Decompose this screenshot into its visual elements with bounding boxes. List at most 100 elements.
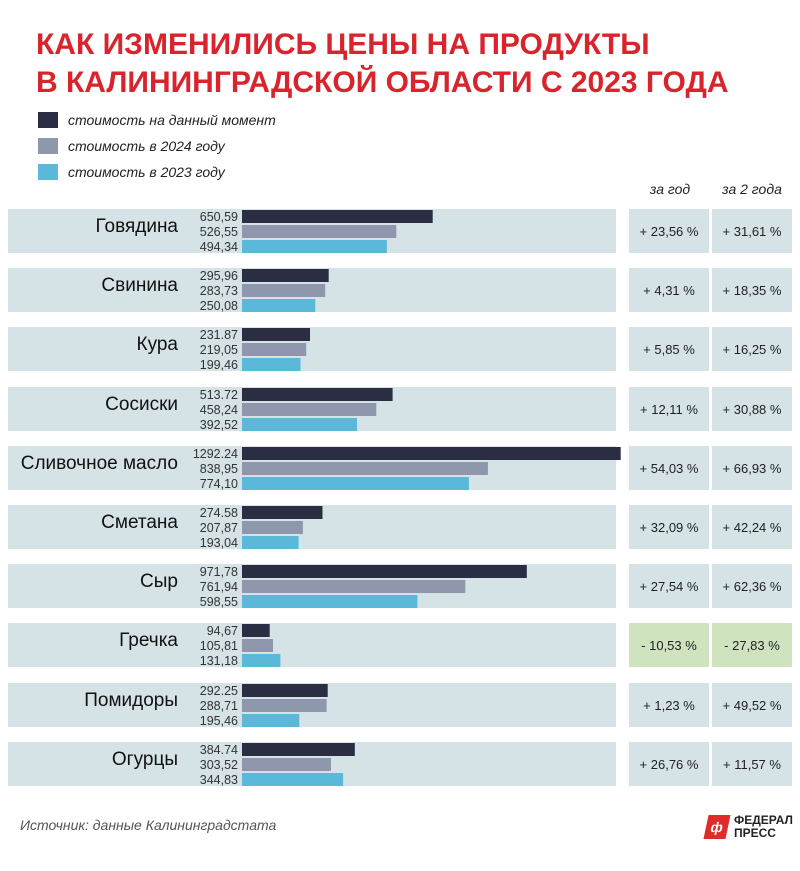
bar (242, 743, 355, 756)
data-label: 231.87 (200, 328, 238, 342)
bar (242, 595, 418, 608)
data-label: 250,08 (200, 299, 238, 313)
category-label: Говядина (95, 216, 178, 237)
data-label: 774,10 (200, 477, 238, 491)
bar (242, 403, 377, 416)
data-label: 94,67 (207, 624, 238, 638)
row-background (8, 327, 616, 371)
data-label: 288,71 (200, 699, 238, 713)
data-label: 971,78 (200, 565, 238, 579)
bar (242, 536, 299, 549)
data-label: 219,05 (200, 343, 238, 357)
data-label: 526,55 (200, 225, 238, 239)
data-label: 598,55 (200, 595, 238, 609)
data-label: 199,46 (200, 358, 238, 372)
change-year-value: + 26,76 % (629, 742, 709, 786)
bar (242, 684, 328, 697)
title-line-1: КАК ИЗМЕНИЛИСЬ ЦЕНЫ НА ПРОДУКТЫ (36, 28, 650, 61)
legend-label-2024: стоимость в 2024 году (68, 138, 225, 154)
bar (242, 328, 310, 341)
change-two-years-value: + 18,35 % (712, 268, 792, 312)
data-label: 1292.24 (193, 447, 238, 461)
category-label: Свинина (101, 275, 178, 296)
data-label: 458,24 (200, 403, 238, 417)
source-note: Источник: данные Калининградстата (20, 817, 277, 833)
change-two-years-value: + 49,52 % (712, 683, 792, 727)
legend-swatch-2023 (38, 164, 58, 180)
bar (242, 758, 331, 771)
bar (242, 699, 327, 712)
category-label: Огурцы (111, 749, 178, 770)
bar (242, 269, 329, 282)
bar (242, 773, 344, 786)
title-line-2: В КАЛИНИНГРАДСКОЙ ОБЛАСТИ С 2023 ГОДА (36, 66, 729, 99)
bar (242, 639, 273, 652)
bar (242, 580, 466, 593)
change-year-value: + 23,56 % (629, 209, 709, 253)
category-label: Сыр (140, 571, 178, 592)
category-label: Сосиски (105, 394, 178, 415)
bar (242, 210, 433, 223)
column-header-year: за год (649, 181, 691, 197)
legend-item-2024: стоимость в 2024 году (38, 133, 276, 159)
bar (242, 477, 469, 490)
logo: ф ФЕДЕРАЛ ПРЕСС (703, 814, 793, 840)
change-year-value: + 54,03 % (629, 446, 709, 490)
logo-text: ФЕДЕРАЛ ПРЕСС (734, 814, 793, 840)
bar (242, 284, 326, 297)
data-label: 283,73 (200, 284, 238, 298)
data-label: 295,96 (200, 269, 238, 283)
bar (242, 624, 270, 637)
change-two-years-value: + 11,57 % (712, 742, 792, 786)
change-two-years-value: + 62,36 % (712, 564, 792, 608)
data-label: 195,46 (200, 714, 238, 728)
change-two-years-value: + 30,88 % (712, 387, 792, 431)
legend-swatch-2024 (38, 138, 58, 154)
data-label: 207,87 (200, 521, 238, 535)
change-two-years-value: - 27,83 % (712, 623, 792, 667)
change-two-years-value: + 42,24 % (712, 505, 792, 549)
change-year-value: + 5,85 % (629, 327, 709, 371)
page-title: КАК ИЗМЕНИЛИСЬ ЦЕНЫ НА ПРОДУКТЫ В КАЛИНИ… (36, 26, 729, 102)
category-label: Помидоры (84, 690, 178, 711)
change-year-value: + 4,31 % (629, 268, 709, 312)
bar (242, 358, 301, 371)
bar (242, 654, 281, 667)
bar (242, 521, 303, 534)
category-label: Сметана (101, 512, 178, 533)
logo-line-2: ПРЕСС (734, 826, 776, 840)
data-label: 392,52 (200, 418, 238, 432)
data-label: 838,95 (200, 462, 238, 476)
bar (242, 462, 488, 475)
category-label: Кура (136, 334, 179, 355)
logo-mark: ф (703, 815, 731, 839)
data-label: 274.58 (200, 506, 238, 520)
change-two-years-value: + 31,61 % (712, 209, 792, 253)
row-background (8, 623, 616, 667)
bar (242, 447, 621, 460)
data-label: 761,94 (200, 580, 238, 594)
change-year-value: + 1,23 % (629, 683, 709, 727)
bar (242, 388, 393, 401)
category-label: Гречка (119, 630, 178, 651)
column-header-two-years: за 2 года (722, 181, 782, 197)
legend-item-2023: стоимость в 2023 году (38, 159, 276, 185)
bar (242, 714, 300, 727)
legend-swatch-current (38, 112, 58, 128)
category-label: Сливочное масло (20, 453, 178, 474)
data-label: 105,81 (200, 639, 238, 653)
legend-label-2023: стоимость в 2023 году (68, 164, 225, 180)
change-two-years-value: + 66,93 % (712, 446, 792, 490)
legend-item-current: стоимость на данный момент (38, 107, 276, 133)
change-year-value: + 12,11 % (629, 387, 709, 431)
bar (242, 240, 387, 253)
data-label: 131,18 (200, 654, 238, 668)
bar (242, 506, 323, 519)
bar (242, 565, 527, 578)
bar (242, 343, 307, 356)
legend: стоимость на данный момент стоимость в 2… (38, 107, 276, 185)
data-label: 193,04 (200, 536, 238, 550)
data-label: 292.25 (200, 684, 238, 698)
legend-label-current: стоимость на данный момент (68, 112, 276, 128)
